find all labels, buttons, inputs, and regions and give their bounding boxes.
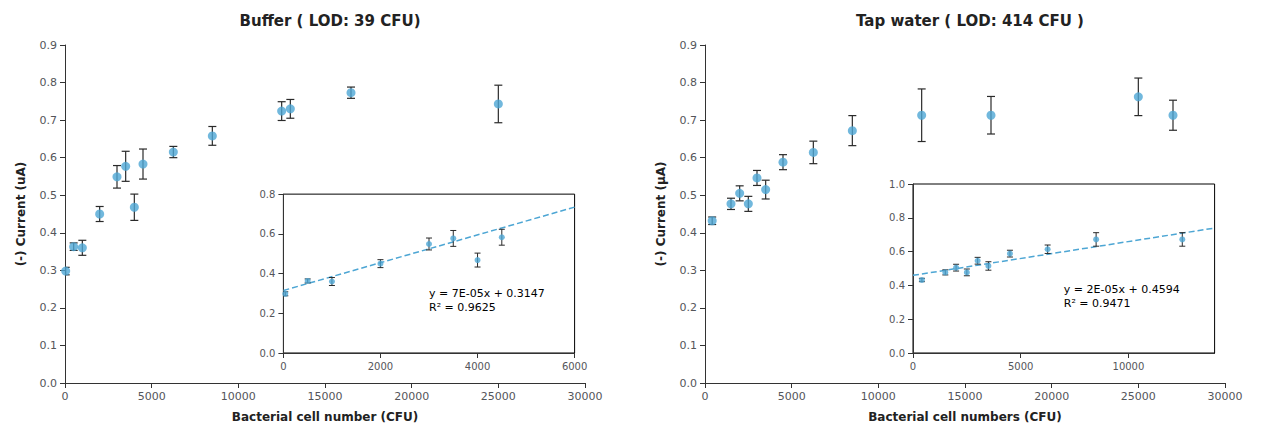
- svg-text:0.8: 0.8: [680, 76, 698, 89]
- svg-text:15000: 15000: [948, 390, 983, 403]
- svg-text:R² = 0.9625: R² = 0.9625: [429, 301, 496, 314]
- svg-text:5000: 5000: [138, 390, 166, 403]
- svg-text:0: 0: [702, 390, 709, 403]
- svg-text:0: 0: [910, 361, 916, 372]
- svg-text:0.2: 0.2: [40, 301, 58, 314]
- svg-text:0.9: 0.9: [40, 39, 58, 52]
- svg-text:15000: 15000: [308, 390, 343, 403]
- svg-text:0.8: 0.8: [889, 212, 905, 223]
- svg-text:Tap water ( LOD: 414 CFU ): Tap water ( LOD: 414 CFU ): [856, 12, 1084, 30]
- svg-text:0.4: 0.4: [889, 280, 905, 291]
- svg-text:6000: 6000: [562, 361, 587, 372]
- svg-text:0.9: 0.9: [680, 39, 698, 52]
- svg-text:0.2: 0.2: [259, 308, 275, 319]
- svg-text:0.8: 0.8: [40, 76, 58, 89]
- svg-text:0.0: 0.0: [889, 348, 905, 359]
- svg-text:0.8: 0.8: [259, 189, 275, 200]
- svg-text:0.4: 0.4: [259, 268, 275, 279]
- svg-text:0.1: 0.1: [680, 339, 698, 352]
- svg-text:Bacterial cell number (CFU): Bacterial cell number (CFU): [232, 410, 418, 424]
- svg-text:0.5: 0.5: [40, 189, 58, 202]
- svg-text:0.7: 0.7: [680, 114, 698, 127]
- svg-text:0.6: 0.6: [680, 151, 698, 164]
- svg-text:0: 0: [62, 390, 69, 403]
- svg-text:20000: 20000: [1034, 390, 1069, 403]
- svg-text:(-) Current (μA): (-) Current (μA): [654, 162, 668, 267]
- svg-text:0.0: 0.0: [680, 377, 698, 390]
- svg-text:0.3: 0.3: [680, 264, 698, 277]
- svg-text:2000: 2000: [368, 361, 393, 372]
- svg-text:R² = 0.9471: R² = 0.9471: [1064, 297, 1131, 310]
- svg-text:0.7: 0.7: [40, 114, 58, 127]
- svg-text:0.5: 0.5: [680, 189, 698, 202]
- svg-text:0: 0: [280, 361, 286, 372]
- svg-text:Buffer ( LOD: 39 CFU): Buffer ( LOD: 39 CFU): [240, 12, 421, 30]
- svg-text:0.1: 0.1: [40, 339, 58, 352]
- svg-text:Bacterial cell numbers (CFU): Bacterial cell numbers (CFU): [868, 410, 1062, 424]
- svg-text:0.0: 0.0: [40, 377, 58, 390]
- svg-text:0.0: 0.0: [259, 348, 275, 359]
- svg-text:30000: 30000: [1208, 390, 1243, 403]
- svg-text:10000: 10000: [861, 390, 896, 403]
- svg-text:0.2: 0.2: [889, 314, 905, 325]
- svg-text:25000: 25000: [1121, 390, 1156, 403]
- svg-text:(-) Current (uA): (-) Current (uA): [14, 162, 28, 267]
- svg-text:1.0: 1.0: [889, 179, 905, 190]
- svg-text:0.6: 0.6: [40, 151, 58, 164]
- svg-text:0.2: 0.2: [680, 301, 698, 314]
- svg-text:0.4: 0.4: [680, 226, 698, 239]
- svg-text:10000: 10000: [1113, 361, 1145, 372]
- svg-text:30000: 30000: [568, 390, 603, 403]
- svg-text:0.6: 0.6: [259, 228, 275, 239]
- svg-text:0.3: 0.3: [40, 264, 58, 277]
- svg-text:20000: 20000: [394, 390, 429, 403]
- svg-text:y = 2E-05x + 0.4594: y = 2E-05x + 0.4594: [1064, 283, 1180, 296]
- svg-text:5000: 5000: [1008, 361, 1033, 372]
- svg-text:0.6: 0.6: [889, 246, 905, 257]
- svg-text:25000: 25000: [481, 390, 516, 403]
- svg-text:y = 7E-05x + 0.3147: y = 7E-05x + 0.3147: [429, 287, 545, 300]
- svg-text:5000: 5000: [778, 390, 806, 403]
- svg-text:0.4: 0.4: [40, 226, 58, 239]
- svg-text:4000: 4000: [465, 361, 490, 372]
- svg-text:10000: 10000: [221, 390, 256, 403]
